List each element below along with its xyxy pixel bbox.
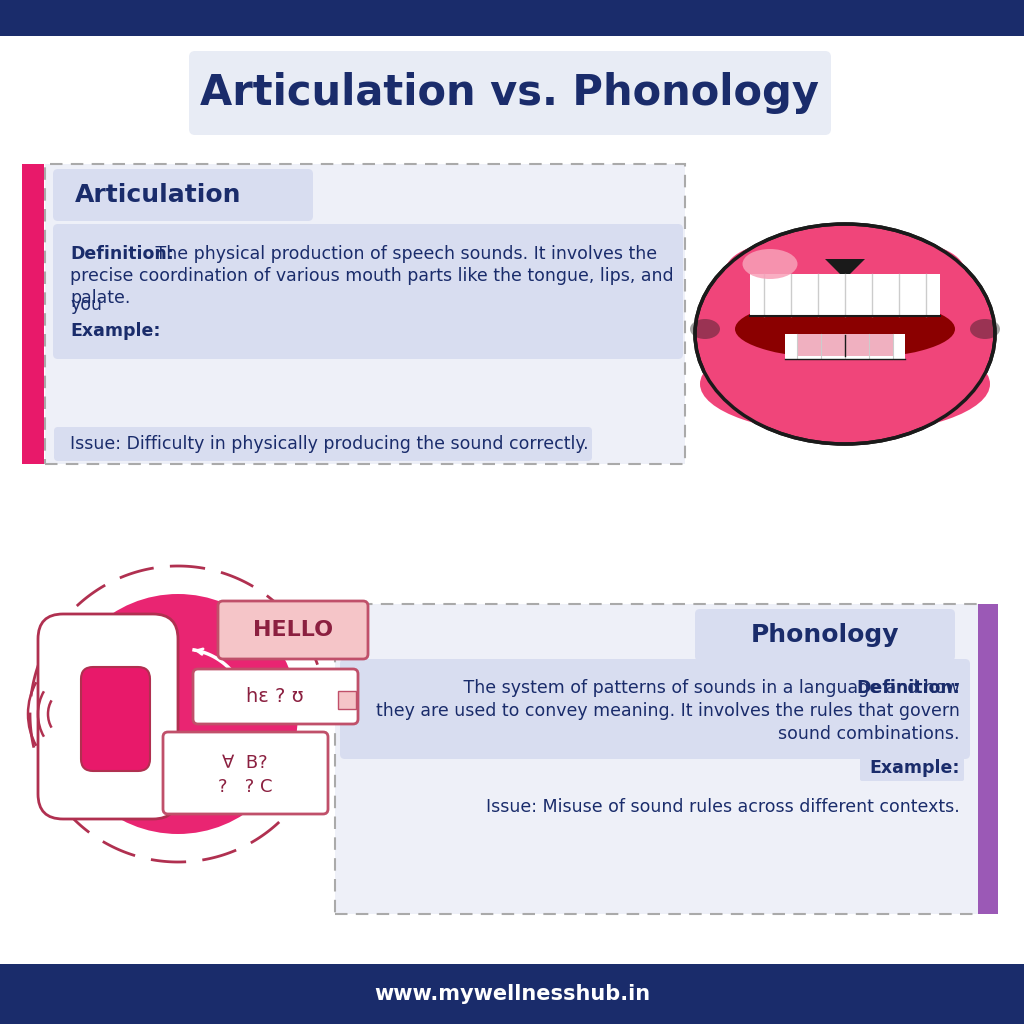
- Text: Issue: Misuse of sound rules across different contexts.: Issue: Misuse of sound rules across diff…: [486, 798, 961, 816]
- Text: you: you: [70, 296, 102, 314]
- Bar: [0, 964, 1024, 1024]
- Bar: [978, 604, 998, 914]
- Ellipse shape: [735, 299, 955, 359]
- Text: Articulation vs. Phonology: Articulation vs. Phonology: [201, 72, 819, 114]
- Text: ?   ? C: ? ? C: [218, 778, 272, 796]
- Ellipse shape: [690, 319, 720, 339]
- FancyBboxPatch shape: [695, 609, 955, 662]
- FancyBboxPatch shape: [81, 667, 150, 771]
- Text: palate.: palate.: [70, 289, 130, 307]
- Text: www.mywellnesshub.in: www.mywellnesshub.in: [374, 984, 650, 1004]
- Text: hɛ ? ʊ: hɛ ? ʊ: [246, 687, 304, 707]
- Ellipse shape: [695, 224, 995, 444]
- FancyBboxPatch shape: [163, 732, 328, 814]
- Ellipse shape: [725, 242, 845, 302]
- Bar: [22, 164, 44, 464]
- FancyBboxPatch shape: [38, 614, 178, 819]
- Ellipse shape: [715, 259, 975, 369]
- Ellipse shape: [845, 242, 965, 302]
- FancyBboxPatch shape: [53, 169, 313, 221]
- Circle shape: [58, 594, 298, 834]
- Text: they are used to convey meaning. It involves the rules that govern: they are used to convey meaning. It invo…: [376, 702, 961, 720]
- Text: Example:: Example:: [70, 322, 161, 340]
- Text: sound combinations.: sound combinations.: [778, 725, 961, 743]
- Ellipse shape: [700, 334, 990, 434]
- FancyBboxPatch shape: [53, 224, 683, 359]
- Text: ∀  B?: ∀ B?: [222, 754, 268, 772]
- Text: Articulation: Articulation: [75, 183, 242, 207]
- Text: precise coordination of various mouth parts like the tongue, lips, and: precise coordination of various mouth pa…: [70, 267, 674, 285]
- Bar: [45, 164, 685, 464]
- Bar: [750, 274, 940, 316]
- FancyBboxPatch shape: [193, 669, 358, 724]
- Bar: [797, 334, 893, 356]
- Ellipse shape: [970, 319, 1000, 339]
- FancyBboxPatch shape: [218, 601, 368, 659]
- Text: The system of patterns of sounds in a language and how: The system of patterns of sounds in a la…: [458, 679, 961, 697]
- Bar: [335, 604, 980, 914]
- Bar: [338, 691, 356, 709]
- FancyBboxPatch shape: [68, 292, 124, 318]
- FancyBboxPatch shape: [340, 659, 970, 759]
- Text: Definition:: Definition:: [70, 245, 174, 263]
- FancyBboxPatch shape: [54, 427, 592, 461]
- Text: The physical production of speech sounds. It involves the: The physical production of speech sounds…: [150, 245, 657, 263]
- Bar: [0, 0, 1024, 36]
- FancyBboxPatch shape: [860, 755, 964, 781]
- Bar: [785, 334, 905, 359]
- Text: Phonology: Phonology: [751, 623, 899, 647]
- Polygon shape: [825, 259, 865, 279]
- FancyBboxPatch shape: [68, 318, 167, 344]
- Ellipse shape: [742, 249, 798, 279]
- Text: HELLO: HELLO: [253, 620, 333, 640]
- FancyBboxPatch shape: [189, 51, 831, 135]
- Text: Example:: Example:: [869, 759, 961, 777]
- Text: Issue: Difficulty in physically producing the sound correctly.: Issue: Difficulty in physically producin…: [70, 435, 589, 453]
- Text: Definition:: Definition:: [856, 679, 961, 697]
